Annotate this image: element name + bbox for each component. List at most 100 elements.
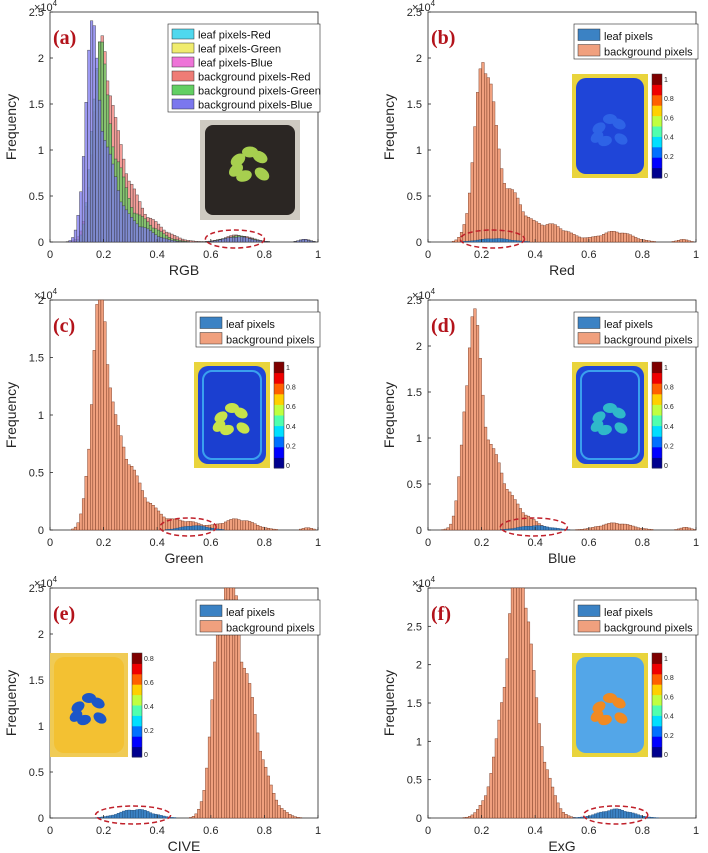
bar (175, 241, 179, 243)
legend-label: background pixels (604, 47, 693, 59)
x-tick-label: 0.8 (635, 825, 650, 837)
leaf-shape (603, 114, 617, 124)
bar (95, 57, 99, 243)
colorbar-segment (652, 383, 662, 395)
bar (215, 629, 220, 819)
bar (124, 458, 128, 531)
bar (685, 239, 689, 243)
bar (170, 240, 174, 243)
colorbar-tick-label: 0.4 (664, 424, 674, 431)
colorbar-tick-label: 0.6 (664, 115, 674, 122)
bar (130, 809, 134, 819)
bar (599, 525, 603, 531)
bar (296, 240, 300, 243)
bar (588, 815, 592, 819)
bar (556, 226, 560, 243)
legend-label: background pixels (604, 623, 693, 635)
bar (248, 521, 252, 531)
bar (532, 219, 536, 243)
colorbar-tick-label: 0.8 (664, 385, 674, 392)
bar (148, 503, 153, 531)
highlight-ellipse (459, 229, 526, 249)
legend-swatch (171, 56, 195, 68)
bar (580, 237, 584, 243)
bar (604, 523, 608, 531)
bar (510, 240, 514, 243)
panel-0: 0 0.2 0.4 0.6 0.8 1 0 0.5 1 1.5 2 2.5×104 RGB Frequen… (3, 0, 321, 278)
bar (98, 299, 102, 531)
panel-2: 0 0.2 0.4 0.6 0.8 1 0 0.5 1 1.5 2×104 Green Frequenc… (3, 287, 321, 566)
bar (258, 240, 262, 243)
series-leaf-pixels (459, 238, 531, 243)
bar (551, 786, 555, 819)
bar (127, 213, 131, 243)
bar (492, 756, 496, 819)
bar (652, 241, 656, 243)
legend: leaf pixels background pixels (195, 599, 321, 636)
highlight-ellipse (159, 517, 217, 537)
bar (513, 527, 517, 531)
bar (545, 224, 549, 243)
bar (486, 439, 490, 531)
leaf-shape (230, 153, 246, 167)
bar (588, 527, 592, 531)
legend-label: background pixels (604, 335, 693, 347)
x-tick-label: 0.4 (150, 249, 165, 261)
bar (454, 500, 458, 531)
y-tick-label: 1 (38, 410, 44, 422)
x-tick-label: 0.6 (581, 825, 596, 837)
series-leaf-pixels (500, 525, 571, 531)
legend-swatch (577, 604, 601, 617)
bar (476, 809, 480, 819)
inset-image: 1 0.8 0.6 0.4 0.2 0 (572, 73, 674, 180)
bar (548, 223, 552, 243)
bar (264, 241, 268, 243)
bar (607, 523, 611, 531)
bar (612, 808, 616, 819)
highlight-ellipse (582, 805, 649, 825)
panel-letter: (b) (431, 27, 455, 49)
bar (677, 240, 681, 243)
bar (124, 209, 128, 243)
bar (106, 364, 110, 531)
colorbar-tick-label: 0.8 (144, 656, 154, 663)
pot-photo (205, 125, 295, 215)
x-tick-label: 0.2 (96, 249, 111, 261)
bar (513, 192, 517, 243)
colorbar-segment (274, 446, 284, 458)
legend-label: leaf pixels-Red (198, 30, 271, 42)
colorbar-segment (652, 684, 662, 696)
bar (226, 237, 230, 243)
bar (615, 808, 619, 819)
bar (264, 527, 268, 531)
legend-label: leaf pixels-Blue (198, 58, 273, 70)
bar (213, 240, 217, 243)
bar (98, 99, 102, 243)
bar (73, 526, 78, 531)
leaf-shape (93, 712, 107, 724)
bar (261, 526, 265, 531)
bar (644, 240, 648, 243)
bar (191, 240, 195, 243)
bar (237, 236, 241, 243)
bar (266, 527, 270, 531)
x-tick-label: 0.6 (203, 249, 218, 261)
bar (258, 750, 262, 819)
colorbar-tick-label: 0.8 (664, 675, 674, 682)
bar (173, 240, 177, 243)
bar (639, 527, 643, 531)
bar (682, 527, 686, 531)
colorbar-tick-label: 0 (664, 752, 668, 759)
x-tick-label: 0.4 (528, 249, 543, 261)
bar (602, 524, 606, 531)
bar (183, 241, 187, 243)
bar (540, 746, 544, 819)
bar (593, 526, 598, 531)
leaf-shape (590, 710, 604, 722)
bar (516, 527, 520, 531)
bar (497, 462, 501, 531)
bar (89, 404, 94, 531)
bar (205, 527, 209, 531)
bar (484, 73, 488, 243)
bar (577, 529, 581, 531)
